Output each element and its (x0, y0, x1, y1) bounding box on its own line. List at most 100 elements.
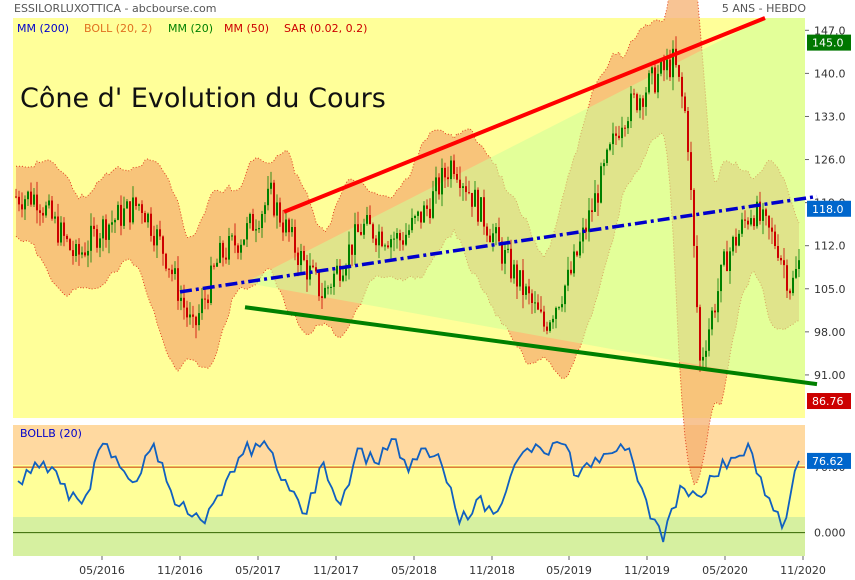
candle-body (198, 313, 200, 326)
candle-body (276, 202, 278, 216)
candle-body (582, 227, 584, 242)
candle-body (360, 232, 362, 235)
y-tick-label: 133.0 (814, 110, 846, 123)
candle-body (375, 238, 377, 246)
candle-body (474, 189, 476, 207)
bollb-series-line (17, 438, 800, 543)
candle-body (423, 205, 425, 223)
indicator-current-box (807, 452, 851, 469)
candle-body (249, 214, 251, 224)
candle-body (519, 270, 521, 287)
candle-body (603, 163, 605, 167)
candle-body (501, 241, 503, 264)
candle-body (486, 226, 488, 236)
candle-body (324, 287, 326, 298)
x-tick-label: 11/2019 (624, 564, 670, 577)
trendline-layer (179, 16, 818, 387)
candle-body (597, 193, 599, 203)
candle-body (258, 228, 260, 230)
candle-body (72, 250, 74, 256)
candle-body (327, 287, 329, 289)
candle-body (750, 218, 752, 225)
candle-body (393, 238, 395, 240)
candle-body (621, 127, 623, 139)
candle-body (762, 209, 764, 221)
candle-body (195, 316, 197, 326)
candle-body (282, 222, 284, 233)
candle-body (129, 201, 131, 223)
candle-body (618, 135, 620, 139)
legend-item-boll: BOLL (20, 2) (84, 22, 152, 35)
price-marker-label: 86.76 (812, 395, 844, 408)
candle-body (21, 204, 23, 210)
candle-body (150, 213, 152, 236)
candle-body (333, 273, 335, 287)
legend-item-mm200: MM (200) (17, 22, 69, 35)
candle-body (690, 152, 692, 190)
candle-body (120, 204, 122, 226)
candle-body (108, 224, 110, 240)
candle-body (18, 196, 20, 205)
candle-body (351, 244, 353, 255)
candle-body (408, 230, 410, 235)
candle-body (510, 248, 512, 279)
candle-body (675, 48, 677, 66)
candle-body (105, 219, 107, 240)
candle-body (66, 235, 68, 240)
candle-body (564, 285, 566, 305)
candle-body (189, 314, 191, 318)
candle-body (288, 219, 290, 233)
candle-body (165, 253, 167, 269)
price-y-axis: 147.0140.0133.0126.0119.0112.0105.098.00… (805, 24, 846, 382)
candle-body (60, 222, 62, 243)
indicator-title: BOLLB (20) (20, 427, 82, 440)
candle-body (525, 286, 527, 295)
candle-body (432, 191, 434, 218)
candle-body (573, 251, 575, 274)
price-markers: 145.0 118.0 86.76 (807, 34, 851, 410)
candle-body (87, 250, 89, 256)
candle-body (447, 177, 449, 180)
candle-body (765, 209, 767, 216)
candle-body (792, 277, 794, 294)
candle-body (300, 251, 302, 266)
candle-body (513, 264, 515, 279)
price-marker-label: 118.0 (812, 203, 844, 216)
candle-body (534, 302, 536, 304)
candle-body (90, 225, 92, 251)
candle-body (561, 304, 563, 308)
candle-body (627, 121, 629, 129)
candle-body (54, 216, 56, 219)
candle-body (210, 265, 212, 303)
candle-body (171, 269, 173, 275)
cone-layer (245, 18, 805, 385)
candle-body (48, 200, 50, 206)
candle-body (441, 167, 443, 195)
candle-body (141, 204, 143, 213)
legend-item-sar: SAR (0.02, 0.2) (284, 22, 367, 35)
candle-body (372, 224, 374, 239)
x-axis: 05/2016 11/2016 05/2017 11/2017 05/2018 11/20… (79, 556, 826, 577)
candle-body (366, 215, 368, 224)
y-tick-label: 140.0 (814, 67, 846, 80)
candle-body (591, 210, 593, 212)
candle-body (615, 133, 617, 136)
candle-body (600, 166, 602, 203)
candle-body (498, 227, 500, 242)
candle-body (312, 265, 314, 268)
candle-body (213, 265, 215, 267)
candle-body (78, 244, 80, 255)
candle-body (483, 197, 485, 227)
candle-body (174, 268, 176, 274)
candle-body (492, 233, 494, 243)
candle-body (285, 219, 287, 233)
candle-body (468, 192, 470, 194)
candle-body (186, 307, 188, 318)
candle-body (540, 309, 542, 312)
candle-body (390, 239, 392, 248)
candle-body (531, 293, 533, 303)
candle-body (225, 257, 227, 260)
candle-body (342, 275, 344, 281)
candle-body (159, 229, 161, 237)
candle-body (177, 268, 179, 301)
